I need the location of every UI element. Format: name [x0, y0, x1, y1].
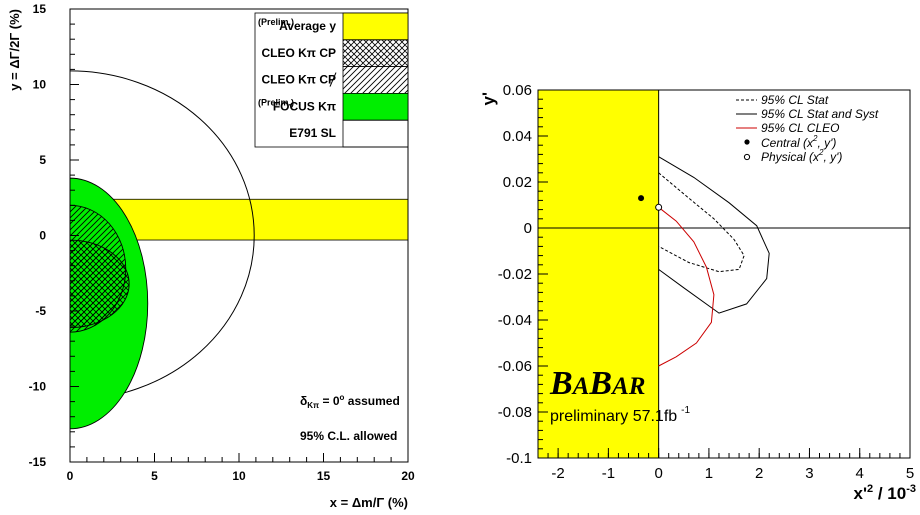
region-cleo_cp — [70, 239, 130, 329]
region-e791 — [70, 70, 255, 401]
legend-label-avg: Average y — [279, 19, 336, 33]
y-tick-label: 0 — [39, 229, 46, 243]
central-point — [638, 195, 645, 202]
legend-slash-mark — [329, 72, 337, 87]
y-tick-label: -0.04 — [498, 312, 532, 329]
cl-allowed-annotation: 95% C.L. allowed — [300, 429, 397, 443]
y-tick-label: 0.02 — [503, 174, 532, 191]
x-tick-label: 3 — [805, 465, 813, 482]
legend-label-focus: FOCUS Kπ — [273, 99, 336, 113]
contour-1 — [658, 156, 770, 314]
babar-logo: BABAR — [549, 365, 645, 402]
x-tick-label: 5 — [151, 469, 158, 483]
y-tick-label: 0.06 — [503, 82, 532, 99]
legend-label-e791: E791 SL — [289, 126, 336, 140]
y-tick-label: -15 — [29, 455, 47, 469]
legend-label-cleo_cp: CLEO Kπ CP — [261, 46, 336, 60]
left-x-axis-title: x = Δm/Γ (%) — [330, 495, 408, 510]
x-tick-label: 5 — [906, 465, 914, 482]
right-x-axis-title: x'2 / 10-3 — [854, 483, 917, 503]
y-tick-label: 10 — [33, 78, 47, 92]
x-tick-label: 4 — [856, 465, 864, 482]
x-tick-label: -1 — [602, 465, 615, 482]
legend-swatch-focus — [342, 93, 409, 121]
y-tick-label: -10 — [29, 380, 47, 394]
y-tick-label: -0.08 — [498, 404, 532, 421]
legend-swatch-e791 — [342, 119, 409, 148]
contour-2 — [658, 206, 715, 367]
legend-label-cleo_cpv: CLEO Kπ CP — [261, 73, 336, 87]
x-tick-label: 0 — [67, 469, 74, 483]
right-y-axis-title: y' — [479, 92, 498, 106]
unphysical-region — [538, 90, 659, 458]
legend-swatch-cleo_cpv — [342, 66, 409, 94]
x-tick-label: 2 — [755, 465, 763, 482]
legend-label-1: 95% CL Stat and Syst — [761, 107, 879, 121]
x-tick-label: 10 — [232, 469, 246, 483]
legend-label-0: 95% CL Stat — [761, 93, 829, 107]
legend-dot-4 — [743, 153, 751, 161]
y-tick-label: -5 — [35, 304, 46, 318]
y-tick-label: 15 — [33, 2, 47, 16]
delta-annotation: δKπ = 0o assumed — [300, 393, 400, 410]
x-tick-label: 0 — [654, 465, 662, 482]
legend-dot-3 — [744, 139, 750, 145]
y-tick-label: 5 — [39, 153, 46, 167]
x-tick-label: 1 — [705, 465, 713, 482]
legend-label-3: Central (x2, y') — [761, 134, 836, 150]
svg-text:BABAR: BABAR — [549, 365, 645, 402]
preliminary-label: preliminary 57.1fb -1 — [550, 405, 691, 425]
x-tick-label: -2 — [551, 465, 564, 482]
physical-point — [655, 203, 663, 211]
legend-prelim-avg: (Prelim.) — [258, 17, 294, 27]
legend-swatch-avg — [342, 12, 409, 41]
y-tick-label: -0.02 — [498, 266, 532, 283]
x-tick-label: 15 — [317, 469, 331, 483]
x-tick-label: 20 — [401, 469, 415, 483]
left-y-axis-title: y = ΔΓ/2Γ (%) — [7, 9, 22, 91]
right-chart: -2 -1 0 1 2 3 4 5 0.06 0.04 0.02 0 -0.02 -0.04 -0.06 -0… — [479, 82, 916, 503]
y-tick-label: -0.06 — [498, 358, 532, 375]
y-tick-label: 0 — [524, 220, 532, 237]
y-tick-label: 0.04 — [503, 128, 532, 145]
legend-prelim-focus: (Prelim.) — [258, 97, 294, 107]
legend-swatch-cleo_cp — [342, 39, 409, 67]
contour-0 — [658, 172, 745, 273]
legend-label-2: 95% CL CLEO — [761, 121, 840, 135]
y-tick-label: -0.1 — [506, 450, 532, 467]
legend-label-4: Physical (x2, y') — [761, 148, 842, 164]
